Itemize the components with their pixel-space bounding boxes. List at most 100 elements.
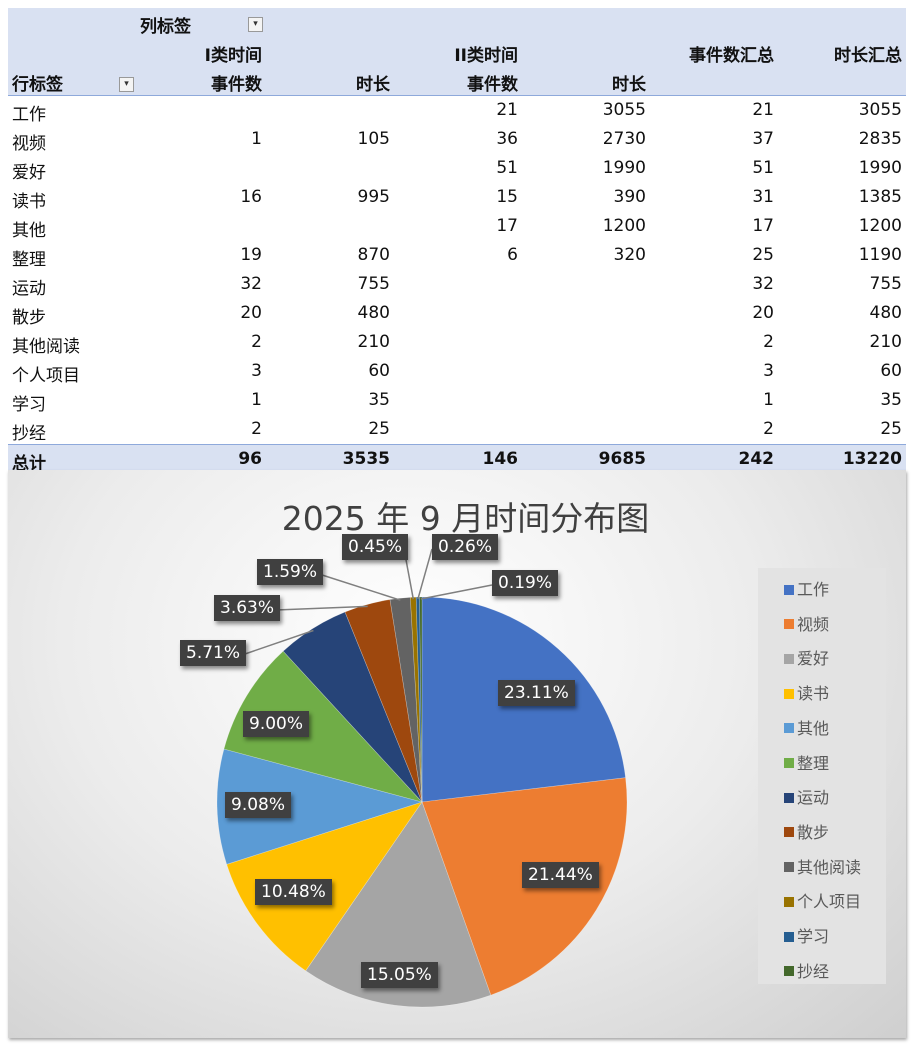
table-cell: 17 [752, 216, 774, 236]
table-row: 其他 17 1200 17 1200 [8, 212, 906, 241]
legend-item[interactable]: 个人项目 [784, 888, 861, 912]
row-label: 整理 [12, 250, 46, 270]
legend-item[interactable]: 其他 [784, 715, 829, 739]
data-label: 15.05% [361, 962, 438, 988]
legend-item[interactable]: 爱好 [784, 645, 829, 669]
table-cell: 1 [763, 390, 774, 410]
legend-label: 运动 [797, 788, 830, 808]
legend-item[interactable]: 读书 [784, 680, 829, 704]
legend-swatch-icon [784, 619, 794, 630]
legend-label: 个人项目 [797, 892, 862, 912]
total-cell: 242 [738, 449, 775, 469]
table-cell: 3 [251, 361, 262, 381]
row-filter-icon[interactable]: ▾ [119, 77, 134, 92]
table-cell: 6 [507, 245, 518, 265]
data-label: 10.48% [255, 879, 332, 905]
table-cell: 60 [368, 361, 390, 381]
pie-slice[interactable] [344, 599, 423, 803]
pivot-total-row: 总计 96 3535 146 9685 242 13220 [8, 444, 906, 474]
table-cell: 20 [752, 303, 774, 323]
table-cell: 2 [251, 419, 262, 439]
pie-slice[interactable] [216, 748, 424, 865]
total-label: 总计 [12, 454, 46, 474]
group-header-2: II类时间 [454, 46, 518, 66]
table-cell: 755 [869, 274, 902, 294]
row-label: 抄经 [12, 424, 46, 444]
table-cell: 2 [763, 332, 774, 352]
row-label: 其他阅读 [12, 337, 80, 357]
table-cell: 16 [240, 187, 262, 207]
total-header-count: 事件数汇总 [689, 46, 774, 66]
group-header-1: I类时间 [204, 46, 262, 66]
pivot-header-row-3: 行标签 ▾ 事件数 时长 事件数 时长 [8, 66, 906, 96]
pie-slice[interactable] [305, 801, 492, 1008]
table-cell: 15 [496, 187, 518, 207]
sub-header: 时长 [612, 75, 646, 95]
table-cell: 20 [240, 303, 262, 323]
table-cell: 3055 [858, 100, 902, 120]
row-label: 散步 [12, 308, 46, 328]
table-cell: 17 [496, 216, 518, 236]
table-cell: 1385 [858, 187, 902, 207]
total-cell: 96 [238, 449, 262, 469]
table-cell: 21 [496, 100, 518, 120]
table-row: 整理 19 870 6 320 25 1190 [8, 241, 906, 270]
table-row: 散步 20 480 20 480 [8, 299, 906, 328]
legend-swatch-icon [784, 896, 794, 907]
pie-slice[interactable] [419, 596, 423, 803]
row-label: 工作 [12, 105, 46, 125]
row-label: 爱好 [12, 163, 46, 183]
row-label: 读书 [12, 192, 46, 212]
legend-item[interactable]: 学习 [784, 923, 829, 947]
table-cell: 210 [357, 332, 390, 352]
table-cell: 3 [763, 361, 774, 381]
legend-swatch-icon [784, 966, 794, 977]
table-cell: 31 [752, 187, 774, 207]
legend-item[interactable]: 其他阅读 [784, 854, 861, 878]
table-cell: 51 [496, 158, 518, 178]
row-label: 视频 [12, 134, 46, 154]
table-cell: 480 [869, 303, 902, 323]
pie-chart[interactable]: 2025 年 9 月时间分布图 23.11% 21.44% 15.05% 10.48%… [8, 470, 906, 1038]
pivot-body: 工作 21 3055 21 3055 视频 1 105 36 2730 37 2835 爱好 51 1990… [8, 96, 906, 444]
legend-item[interactable]: 工作 [784, 576, 829, 600]
table-cell: 105 [357, 129, 390, 149]
legend-label: 整理 [797, 753, 830, 773]
data-label: 5.71% [180, 640, 247, 666]
legend-item[interactable]: 整理 [784, 750, 829, 774]
table-cell: 25 [752, 245, 774, 265]
pivot-header-row-2: I类时间 II类时间 事件数汇总 时长汇总 [8, 37, 906, 66]
legend-label: 散步 [797, 822, 830, 842]
leader-line [241, 629, 314, 656]
pie-slice[interactable] [223, 650, 423, 803]
table-cell: 51 [752, 158, 774, 178]
column-labels-title: 列标签 [140, 17, 191, 37]
table-cell: 995 [357, 187, 390, 207]
legend-item[interactable]: 散步 [784, 819, 829, 843]
table-cell: 25 [368, 419, 390, 439]
table-cell: 3055 [602, 100, 646, 120]
sub-header: 时长 [356, 75, 390, 95]
data-label: 0.19% [492, 570, 559, 596]
pivot-header-row-1: 列标签 ▾ [8, 8, 906, 37]
table-cell: 2835 [858, 129, 902, 149]
data-label: 3.63% [214, 595, 281, 621]
data-label: 1.59% [257, 559, 324, 585]
legend-swatch-icon [784, 758, 794, 768]
chart-title: 2025 年 9 月时间分布图 [281, 499, 650, 538]
legend-item[interactable]: 抄经 [784, 958, 829, 982]
pie-slice[interactable] [389, 597, 423, 803]
legend-swatch-icon [784, 584, 794, 595]
table-cell: 320 [613, 245, 646, 265]
table-cell: 37 [752, 129, 774, 149]
legend-item[interactable]: 运动 [784, 784, 829, 808]
table-cell: 2 [763, 419, 774, 439]
table-cell: 25 [880, 419, 902, 439]
table-cell: 755 [357, 274, 390, 294]
legend-item[interactable]: 视频 [784, 611, 829, 635]
column-filter-icon[interactable]: ▾ [248, 17, 263, 32]
row-label: 学习 [12, 395, 46, 415]
row-labels-title: 行标签 [12, 75, 63, 95]
legend-swatch-icon [784, 862, 794, 873]
pie-slice[interactable] [282, 611, 423, 803]
